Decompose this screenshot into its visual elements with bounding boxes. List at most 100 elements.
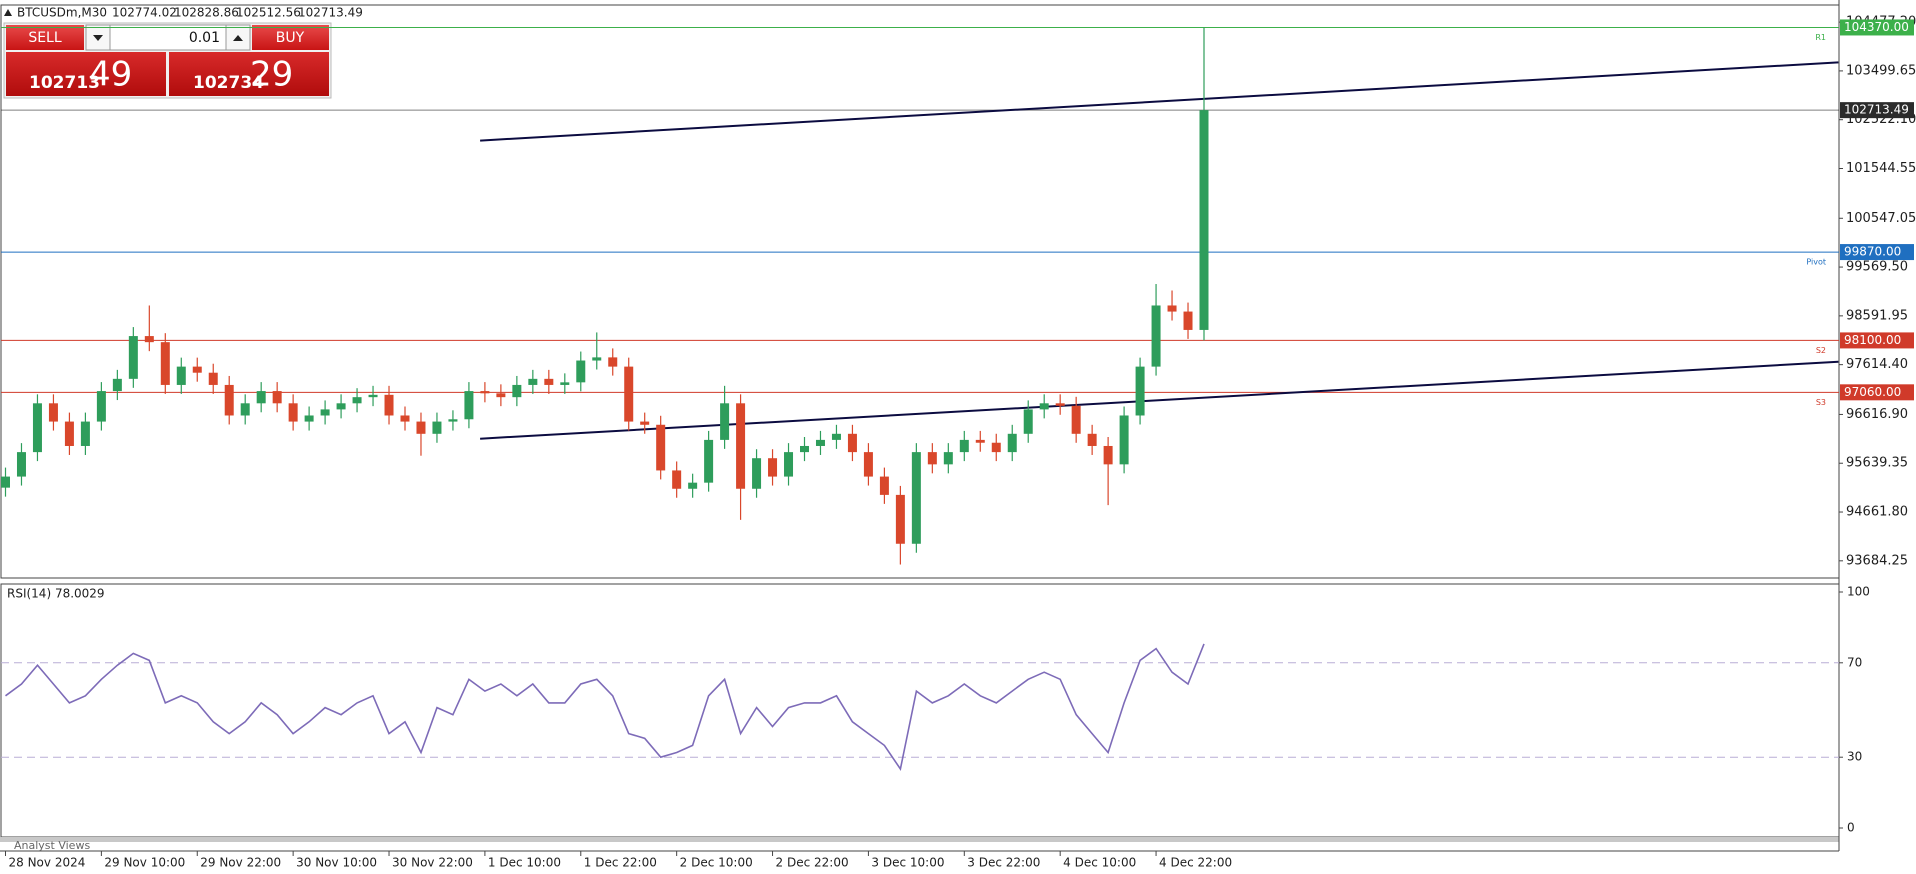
- candle-body: [1007, 433, 1017, 453]
- candle-body: [464, 391, 474, 420]
- level-price-label: 102713.49: [1844, 103, 1909, 117]
- candle-body: [1119, 415, 1129, 465]
- rsi-line: [5, 643, 1205, 772]
- candle-body: [256, 391, 266, 404]
- candle-body: [128, 336, 138, 379]
- candle-body: [927, 452, 937, 465]
- tab-strip: [0, 837, 1839, 842]
- candle-body: [160, 342, 170, 385]
- candle-body: [288, 403, 298, 422]
- candle-body: [304, 415, 314, 422]
- x-tick-label: 28 Nov 2024: [9, 856, 86, 870]
- level-price-box: [1840, 102, 1914, 119]
- level-price-box: [1840, 384, 1914, 401]
- candle-body: [1199, 110, 1209, 330]
- candle-body: [847, 433, 857, 453]
- x-tick-label: 1 Dec 10:00: [488, 856, 561, 870]
- level-price-box: [1840, 244, 1914, 261]
- x-tick-label: 4 Dec 22:00: [1159, 856, 1232, 870]
- candle-body: [176, 366, 186, 385]
- bid-pips: 49: [89, 55, 132, 95]
- y-tick-label: 94661.80: [1846, 505, 1908, 520]
- candle-body: [208, 372, 218, 385]
- trend-line: [480, 360, 1839, 440]
- y-tick-label: 93684.25: [1846, 553, 1908, 568]
- candle-body: [672, 470, 682, 489]
- x-tick-label: 30 Nov 10:00: [296, 856, 377, 870]
- lot-down-icon: [93, 35, 103, 41]
- level-price-label: 104370.00: [1844, 20, 1909, 34]
- candle-body: [815, 439, 825, 446]
- level-name: Pivot: [1806, 258, 1826, 267]
- sell-button[interactable]: [6, 25, 84, 50]
- candle-body: [416, 421, 426, 434]
- candle-body: [144, 336, 154, 343]
- rsi-title: RSI(14) 78.0029: [7, 587, 105, 601]
- high-price: 102828.86: [174, 6, 239, 20]
- level-name: R1: [1815, 33, 1826, 42]
- candle-body: [879, 476, 889, 495]
- candle-body: [704, 439, 714, 483]
- candle-body: [1183, 311, 1193, 330]
- rsi-y-tick-label: 0: [1847, 821, 1855, 835]
- level-name: S3: [1816, 398, 1826, 407]
- candle-body: [544, 378, 554, 385]
- level-price-label: 97060.00: [1844, 385, 1901, 399]
- candle-body: [720, 403, 730, 440]
- ask-box[interactable]: [169, 52, 329, 96]
- candle-body: [1, 476, 10, 488]
- analyst-views-tab[interactable]: Analyst Views: [14, 839, 90, 852]
- rsi-y-tick-label: 100: [1847, 585, 1870, 599]
- bid-box[interactable]: [6, 52, 166, 96]
- candle-body: [448, 419, 458, 422]
- level-price-label: 99870.00: [1844, 245, 1901, 259]
- x-tick-label: 3 Dec 10:00: [871, 856, 944, 870]
- collapse-icon[interactable]: [4, 9, 12, 16]
- candle-body: [480, 391, 490, 394]
- level-name: S2: [1816, 346, 1826, 355]
- candle-body: [736, 403, 746, 489]
- candle-body: [1135, 366, 1145, 416]
- candle-body: [943, 452, 953, 465]
- candle-body: [991, 442, 1001, 453]
- candle-body: [752, 458, 762, 489]
- candle-body: [1039, 403, 1049, 410]
- candle-body: [48, 403, 58, 422]
- candle-body: [959, 439, 969, 453]
- candle-body: [975, 439, 985, 443]
- candle-body: [911, 452, 921, 544]
- sell-label[interactable]: SELL: [28, 30, 62, 46]
- y-tick-label: 95639.35: [1846, 456, 1908, 471]
- candle-body: [1055, 403, 1065, 406]
- buy-button[interactable]: [252, 25, 329, 50]
- candle-body: [512, 384, 522, 398]
- close-price: 102713.49: [298, 6, 363, 20]
- candle-body: [688, 482, 698, 489]
- candle-body: [368, 394, 378, 398]
- candle-body: [80, 421, 90, 446]
- x-tick-label: 2 Dec 22:00: [776, 856, 849, 870]
- y-tick-label: 97614.40: [1846, 357, 1908, 372]
- candle-body: [496, 393, 506, 398]
- y-tick-label: 99569.50: [1846, 260, 1908, 275]
- candle-body: [192, 366, 202, 373]
- x-tick-label: 4 Dec 10:00: [1063, 856, 1136, 870]
- lot-value[interactable]: 0.01: [189, 30, 220, 46]
- y-tick-label: 96616.90: [1846, 407, 1908, 422]
- candle-body: [656, 424, 666, 471]
- candle-body: [320, 409, 330, 416]
- rsi-y-tick-label: 70: [1847, 655, 1862, 669]
- candle-body: [640, 421, 650, 425]
- rsi-y-tick-label: 30: [1847, 750, 1862, 764]
- level-price-label: 98100.00: [1844, 333, 1901, 347]
- ask-pips: 29: [250, 55, 293, 95]
- buy-label[interactable]: BUY: [276, 30, 305, 46]
- candle-body: [16, 452, 26, 477]
- x-tick-label: 29 Nov 22:00: [200, 856, 281, 870]
- low-price: 102512.56: [236, 6, 301, 20]
- x-tick-label: 30 Nov 22:00: [392, 856, 473, 870]
- candle-body: [400, 415, 410, 422]
- candle-body: [1151, 305, 1161, 367]
- candle-body: [384, 394, 394, 416]
